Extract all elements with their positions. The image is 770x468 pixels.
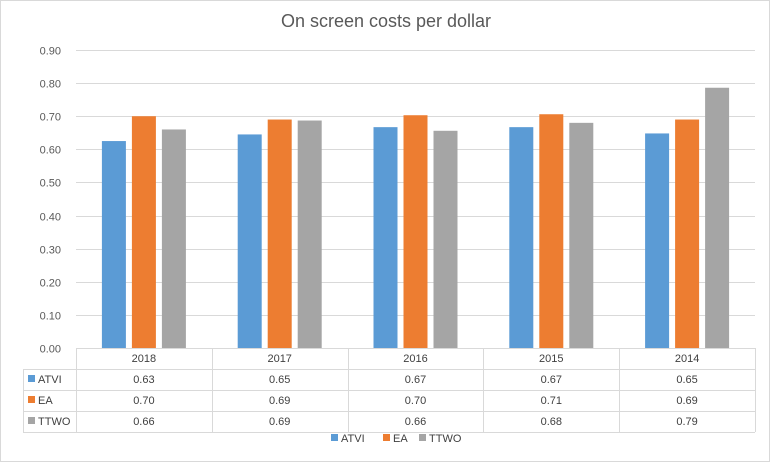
table-value-atvi: 0.67 [405, 374, 426, 386]
bars [101, 87, 730, 349]
legend: ATVI EA TTWO [331, 433, 462, 445]
chart-title: On screen costs per dollar [281, 11, 491, 31]
y-tick-label: 0.20 [40, 278, 61, 290]
bar-ea-2016 [403, 115, 428, 349]
y-tick-label: 0.90 [40, 46, 61, 58]
table-value-ea: 0.71 [541, 395, 562, 407]
y-tick-label: 0.80 [40, 79, 61, 91]
table-value-ttwo: 0.68 [541, 416, 562, 428]
bar-ea-2014 [675, 119, 700, 349]
bar-atvi-2015 [509, 127, 534, 348]
legend-key-atvi [331, 434, 338, 441]
table-series-name: EA [38, 395, 53, 407]
x-category-label: 2018 [132, 353, 156, 365]
y-tick-label: 0.70 [40, 112, 61, 124]
bar-atvi-2017 [237, 134, 262, 348]
bar-ttwo-2017 [297, 120, 322, 348]
table-value-ea: 0.70 [405, 395, 426, 407]
table-value-atvi: 0.65 [676, 374, 697, 386]
table-value-ea: 0.69 [269, 395, 290, 407]
table-series-name: TTWO [38, 416, 71, 428]
x-category-label: 2015 [539, 353, 563, 365]
table-value-ttwo: 0.66 [133, 416, 154, 428]
table-value-ea: 0.69 [676, 395, 697, 407]
data-table: 2018 2017 2016 2015 2014 ATVI 0.63 0.65 0.67 0.67… [23, 348, 756, 433]
legend-label: ATVI [341, 433, 365, 445]
bar-atvi-2016 [373, 127, 398, 348]
table-value-ttwo: 0.79 [676, 416, 697, 428]
x-category-label: 2017 [267, 353, 291, 365]
bar-ttwo-2015 [569, 122, 594, 348]
bar-ea-2015 [539, 114, 564, 348]
y-tick-label: 0.40 [40, 212, 61, 224]
table-legend-key-ea [28, 396, 35, 403]
y-tick-label: 0.50 [40, 178, 61, 190]
bar-ea-2017 [267, 119, 292, 349]
bar-ttwo-2014 [705, 87, 730, 348]
table-value-atvi: 0.67 [541, 374, 562, 386]
table-series-name: ATVI [38, 374, 62, 386]
y-tick-label: 0.30 [40, 245, 61, 257]
y-tick-label: 0.60 [40, 145, 61, 157]
table-value-ttwo: 0.66 [405, 416, 426, 428]
table-value-ea: 0.70 [133, 395, 154, 407]
y-tick-label: 0.00 [40, 344, 61, 356]
bar-ttwo-2018 [161, 129, 186, 348]
bar-ttwo-2016 [433, 130, 458, 348]
y-tick-label: 0.10 [40, 311, 61, 323]
table-value-ttwo: 0.69 [269, 416, 290, 428]
table-value-atvi: 0.65 [269, 374, 290, 386]
legend-label: EA [393, 433, 408, 445]
table-legend-key-atvi [28, 375, 35, 382]
legend-key-ttwo [419, 434, 426, 441]
legend-key-ea [383, 434, 390, 441]
bar-ea-2018 [131, 116, 156, 348]
table-legend-key-ttwo [28, 417, 35, 424]
bar-atvi-2014 [645, 133, 670, 348]
x-category-label: 2014 [675, 353, 699, 365]
y-axis: 0.00 0.10 0.20 0.30 0.40 0.50 0.60 0.70 0.80 0.90 [40, 46, 61, 356]
table-value-atvi: 0.63 [133, 374, 154, 386]
x-category-label: 2016 [403, 353, 427, 365]
bar-atvi-2018 [101, 141, 126, 348]
legend-label: TTWO [429, 433, 462, 445]
